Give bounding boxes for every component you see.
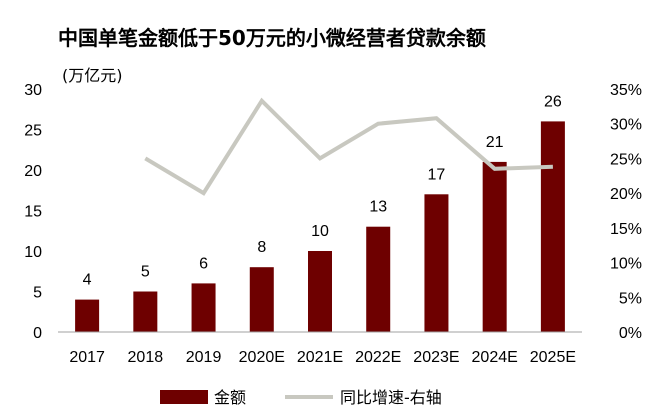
- y-left-tick-label: 30: [24, 82, 42, 99]
- bar-data-label: 5: [141, 264, 150, 281]
- bar: [482, 161, 507, 332]
- x-tick-label: 2023E: [413, 349, 459, 366]
- y-right-tick-label: 20%: [610, 186, 642, 203]
- bar-data-label: 26: [544, 93, 562, 110]
- y-left-tick-label: 15: [24, 204, 42, 221]
- y-left-tick-label: 0: [33, 325, 42, 342]
- y-right-tick-label: 10%: [610, 256, 642, 273]
- bar-data-label: 4: [83, 272, 92, 289]
- bar: [249, 267, 274, 332]
- y-axis-unit-label: (万亿元): [62, 66, 123, 85]
- bar-data-label: 17: [428, 166, 446, 183]
- x-tick-label: 2021E: [297, 349, 343, 366]
- legend-label-line: 同比增速-右轴: [340, 388, 442, 407]
- y-left-tick-label: 20: [24, 163, 42, 180]
- growth-line: [144, 97, 553, 196]
- x-tick-label: 2022E: [355, 349, 401, 366]
- y-right-tick-label: 25%: [610, 151, 642, 168]
- bar: [308, 251, 332, 332]
- bar: [133, 291, 158, 332]
- bar: [424, 194, 449, 332]
- y-left-tick-label: 25: [24, 123, 42, 140]
- x-tick-label: 2018: [128, 349, 164, 366]
- bar-data-label: 8: [257, 239, 266, 256]
- bar-data-label: 6: [199, 255, 208, 272]
- legend-swatch-bar: [160, 390, 208, 404]
- y-right-tick-label: 0%: [619, 325, 642, 342]
- legend-label-bar: 金额: [214, 388, 246, 407]
- bar: [540, 121, 565, 333]
- x-tick-label: 2025E: [530, 349, 576, 366]
- y-left-tick-label: 10: [24, 244, 42, 261]
- x-tick-label: 2017: [69, 349, 105, 366]
- x-tick-label: 2019: [186, 349, 222, 366]
- bar-data-label: 21: [486, 134, 504, 151]
- bar-data-label: 10: [311, 223, 329, 240]
- chart-title: 中国单笔金额低于50万元的小微经营者贷款余额: [58, 26, 486, 50]
- bar: [75, 299, 100, 332]
- bar: [191, 283, 216, 332]
- x-tick-label: 2020E: [239, 349, 285, 366]
- y-right-tick-label: 5%: [619, 290, 642, 307]
- y-right-tick-label: 35%: [610, 82, 642, 99]
- y-right-tick-label: 15%: [610, 221, 642, 238]
- x-tick-label: 2024E: [472, 349, 518, 366]
- y-left-tick-label: 5: [33, 285, 42, 302]
- bar: [366, 226, 391, 332]
- y-right-tick-label: 30%: [610, 117, 642, 134]
- bar-data-label: 13: [369, 199, 387, 216]
